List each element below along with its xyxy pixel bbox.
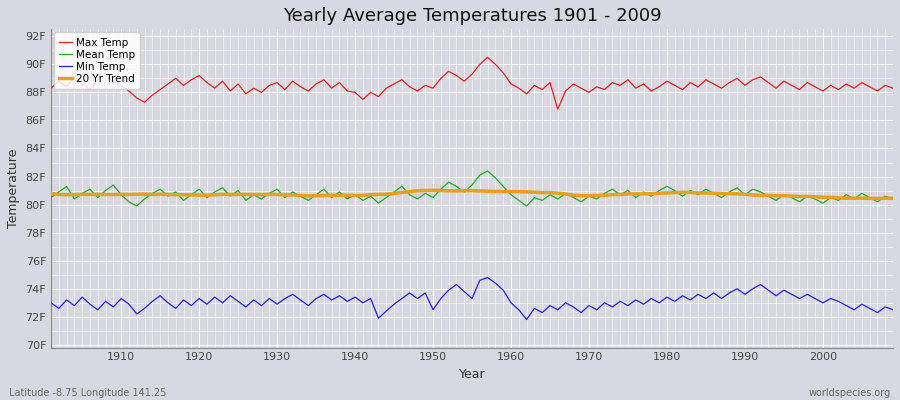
Max Temp — [46, 86, 57, 90]
Max Temp — [513, 86, 524, 90]
Min Temp — [482, 275, 493, 280]
Min Temp — [615, 299, 626, 304]
Mean Temp — [887, 196, 898, 201]
Mean Temp — [615, 192, 626, 197]
X-axis label: Year: Year — [459, 368, 485, 381]
Min Temp — [887, 307, 898, 312]
Max Temp — [482, 55, 493, 60]
Min Temp — [506, 300, 517, 305]
20 Yr Trend — [607, 192, 617, 197]
Max Temp — [108, 80, 119, 85]
Min Temp — [280, 296, 291, 301]
Mean Temp — [287, 190, 298, 194]
Line: Min Temp: Min Temp — [51, 278, 893, 320]
Max Temp — [553, 107, 563, 112]
20 Yr Trend — [506, 189, 517, 194]
Text: Latitude -8.75 Longitude 141.25: Latitude -8.75 Longitude 141.25 — [9, 388, 166, 398]
Min Temp — [46, 300, 57, 305]
20 Yr Trend — [108, 192, 119, 197]
Max Temp — [327, 86, 338, 90]
Min Temp — [521, 317, 532, 322]
Mean Temp — [131, 204, 142, 208]
Line: 20 Yr Trend: 20 Yr Trend — [51, 190, 893, 198]
20 Yr Trend — [428, 188, 438, 193]
Line: Max Temp: Max Temp — [51, 57, 893, 109]
Min Temp — [108, 304, 119, 309]
20 Yr Trend — [872, 196, 883, 201]
20 Yr Trend — [327, 193, 338, 198]
20 Yr Trend — [46, 191, 57, 196]
Mean Temp — [46, 195, 57, 200]
Max Temp — [506, 82, 517, 86]
Line: Mean Temp: Mean Temp — [51, 171, 893, 206]
Max Temp — [887, 86, 898, 90]
Mean Temp — [108, 182, 119, 187]
Max Temp — [615, 83, 626, 88]
Mean Temp — [334, 190, 345, 194]
Y-axis label: Temperature: Temperature — [7, 149, 20, 228]
Legend: Max Temp, Mean Temp, Min Temp, 20 Yr Trend: Max Temp, Mean Temp, Min Temp, 20 Yr Tre… — [54, 32, 140, 89]
Min Temp — [327, 298, 338, 302]
20 Yr Trend — [887, 196, 898, 201]
20 Yr Trend — [513, 189, 524, 194]
Min Temp — [513, 307, 524, 312]
Mean Temp — [521, 204, 532, 208]
Title: Yearly Average Temperatures 1901 - 2009: Yearly Average Temperatures 1901 - 2009 — [283, 7, 662, 25]
20 Yr Trend — [280, 192, 291, 197]
Max Temp — [280, 87, 291, 92]
Text: worldspecies.org: worldspecies.org — [809, 388, 891, 398]
Mean Temp — [482, 168, 493, 173]
Mean Temp — [513, 198, 524, 203]
